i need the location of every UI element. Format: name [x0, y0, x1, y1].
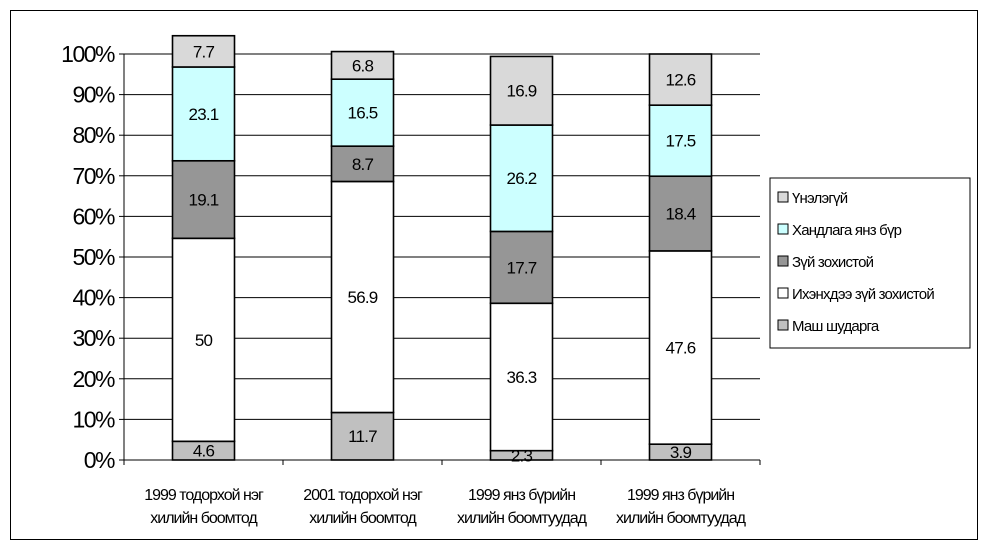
- data-label: 7.7: [193, 42, 215, 61]
- data-label: 47.6: [666, 339, 696, 358]
- bar-segment: [330, 180, 395, 414]
- bar-segment: [489, 302, 554, 452]
- legend-label: Ихэнхдээ зүй зохистой: [792, 286, 934, 303]
- data-label: 19.1: [189, 191, 219, 210]
- y-tick-label: 70%: [72, 163, 115, 189]
- bar-segment: [330, 411, 395, 461]
- data-label: 23.1: [189, 105, 219, 124]
- legend-label: Маш шударга: [792, 318, 880, 335]
- legend-swatch: [777, 223, 789, 235]
- bar-segment: [171, 66, 236, 162]
- data-label: 4.6: [193, 442, 215, 461]
- y-tick-label: 100%: [61, 41, 115, 67]
- x-category-label: хилийн боомтуудад: [457, 510, 588, 527]
- x-category-label: хилийн боомтод: [150, 510, 258, 527]
- x-category-label: 2001 тодорхой нэг: [303, 487, 423, 504]
- legend-label: Хандлага янз бүр: [792, 222, 902, 239]
- legend-swatch: [777, 191, 789, 203]
- legend-label: Зүй зохистой: [792, 254, 874, 271]
- bar-segment: [489, 55, 554, 126]
- bar-segment: [648, 175, 713, 252]
- y-tick-label: 50%: [72, 244, 115, 270]
- bar-segment: [330, 145, 395, 183]
- bar-segment: [330, 78, 395, 147]
- data-label: 17.5: [666, 132, 696, 151]
- data-label: 56.9: [348, 288, 378, 307]
- data-label: 16.9: [507, 82, 537, 101]
- legend-swatch: [777, 319, 789, 331]
- bar-segment: [648, 250, 713, 445]
- y-tick-label: 20%: [72, 366, 115, 392]
- data-label: 3.9: [670, 443, 692, 462]
- y-tick-label: 80%: [72, 122, 115, 148]
- y-tick-label: 40%: [72, 285, 115, 311]
- data-label: 36.3: [507, 368, 537, 387]
- bar-segment: [648, 104, 713, 178]
- x-category-label: 1999 янз бүрийн: [627, 487, 734, 504]
- x-category-label: хилийн боомтод: [309, 510, 417, 527]
- bar-segment: [171, 159, 236, 240]
- data-label: 8.7: [352, 155, 374, 174]
- y-tick-label: 10%: [72, 406, 115, 432]
- data-label: 26.2: [507, 169, 537, 188]
- bar-segment: [489, 230, 554, 305]
- x-category-label: 1999 янз бүрийн: [468, 487, 575, 504]
- bar-segment: [171, 34, 236, 68]
- data-label: 18.4: [666, 205, 696, 224]
- y-tick-label: 60%: [72, 203, 115, 229]
- bar-segment: [171, 237, 236, 443]
- x-category-label: 1999 тодорхой нэг: [144, 487, 264, 504]
- bar-segment: [330, 50, 395, 80]
- legend-swatch: [777, 255, 789, 267]
- y-tick-label: 30%: [72, 325, 115, 351]
- legend-box: [769, 177, 971, 349]
- data-label: 11.7: [348, 427, 377, 446]
- data-label: 17.7: [507, 258, 537, 277]
- legend-label: Үнэлэгүй: [792, 190, 848, 207]
- x-category-label: хилийн боомтуудад: [616, 510, 747, 527]
- data-label: 12.6: [666, 71, 696, 90]
- legend-swatch: [777, 287, 789, 299]
- y-tick-label: 90%: [72, 82, 115, 108]
- bar-segment: [489, 124, 554, 233]
- data-label: 50: [195, 331, 213, 350]
- bar-segment: [648, 53, 713, 106]
- data-label: 16.5: [348, 104, 378, 123]
- data-label: 6.8: [352, 56, 374, 75]
- y-tick-label: 0%: [84, 447, 115, 473]
